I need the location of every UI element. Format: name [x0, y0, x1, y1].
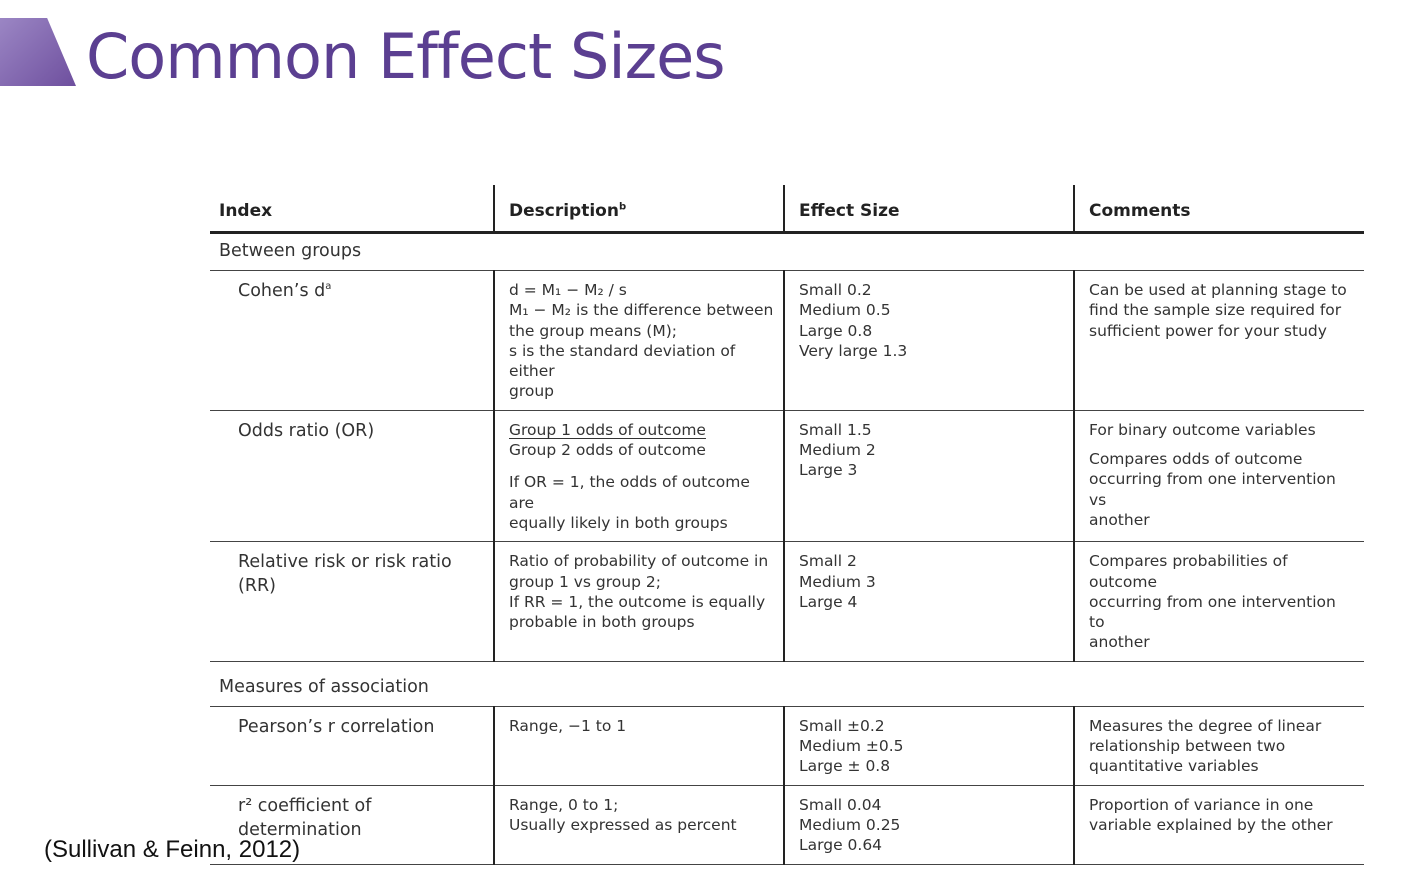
table-row-r-squared: r² coefficient of determination Range, 0… — [210, 785, 1364, 865]
comment-line: Can be used at planning stage to — [1089, 281, 1347, 299]
header-description-footnote: b — [618, 201, 627, 213]
comment-line: find the sample size required for — [1089, 301, 1342, 320]
section-label: Between groups — [210, 232, 1364, 271]
comment-line: Compares odds of outcome — [1089, 450, 1303, 469]
description-line: Range, −1 to 1 — [509, 716, 627, 735]
comment-line: another — [1089, 633, 1150, 652]
index-cell: Odds ratio (OR) — [210, 410, 494, 543]
description-line: probable in both groups — [509, 613, 695, 632]
effect-size-line: Large 0.64 — [799, 836, 883, 855]
description-cell: Group 1 odds of outcome Group 2 odds of … — [493, 410, 784, 543]
header-description-label: Description — [509, 201, 619, 221]
section-row-between-groups: Between groups — [210, 232, 1364, 271]
table-row-cohens-d: Cohen’s da d = M₁ − M₂ / s M₁ − M₂ is th… — [210, 270, 1364, 411]
index-label: determination — [238, 819, 362, 840]
fraction-denominator: Group 2 odds of outcome — [509, 441, 706, 460]
spacer — [509, 460, 775, 472]
index-cell: Cohen’s da — [210, 270, 494, 411]
effect-size-line: Large 4 — [799, 592, 858, 611]
description-cell: Ratio of probability of outcome in group… — [493, 541, 784, 662]
index-cell: r² coefficient of determination — [210, 785, 494, 865]
description-line: d = M₁ − M₂ / s — [509, 281, 627, 299]
comments-cell: Measures the degree of linear relationsh… — [1073, 706, 1364, 786]
effect-size-cell: Small 0.2 Medium 0.5 Large 0.8 Very larg… — [783, 270, 1074, 411]
description-line: the group means (M); — [509, 321, 677, 340]
citation: (Sullivan & Feinn, 2012) — [44, 836, 301, 863]
comments-cell: Compares probabilities of outcome occurr… — [1073, 541, 1364, 662]
effect-size-cell: Small 2 Medium 3 Large 4 — [783, 541, 1074, 662]
effect-size-line: Medium 2 — [799, 441, 876, 460]
comment-line: variable explained by the other — [1089, 815, 1333, 834]
comment-line: quantitative variables — [1089, 757, 1259, 776]
description-line: group 1 vs group 2; — [509, 572, 661, 591]
effect-size-line: Small 0.2 — [799, 281, 872, 299]
table-row-odds-ratio: Odds ratio (OR) Group 1 odds of outcome … — [210, 410, 1364, 543]
slide-title: Common Effect Sizes — [86, 20, 726, 93]
comment-line: occurring from one intervention to — [1089, 592, 1336, 632]
comment-line: Measures the degree of linear — [1089, 716, 1322, 735]
comment-line: Proportion of variance in one — [1089, 795, 1314, 814]
comment-line: occurring from one intervention vs — [1089, 470, 1336, 509]
comments-cell: For binary outcome variables Compares od… — [1073, 410, 1364, 543]
header-description: Descriptionb — [493, 185, 784, 234]
description-line: If OR = 1, the odds of outcome are — [509, 473, 750, 512]
effect-size-line: Large ± 0.8 — [799, 757, 891, 776]
fraction-numerator: Group 1 odds of outcome — [509, 420, 775, 440]
effect-size-line: Small 1.5 — [799, 420, 872, 439]
description-line: s is the standard deviation of either — [509, 341, 736, 381]
index-label: Cohen’s d — [238, 281, 326, 301]
effect-sizes-table-container: Index Descriptionb Effect Size Comments … — [210, 185, 1364, 865]
index-label: Odds ratio (OR) — [238, 420, 375, 441]
description-line: Usually expressed as percent — [509, 815, 737, 834]
effect-size-line: Very large 1.3 — [799, 341, 908, 360]
effect-size-line: Medium ±0.5 — [799, 737, 904, 756]
fraction-numerator-text: Group 1 odds of outcome — [509, 420, 706, 439]
effect-size-line: Medium 3 — [799, 572, 876, 591]
description-line: Range, 0 to 1; — [509, 795, 619, 814]
effect-size-line: Large 0.8 — [799, 321, 873, 340]
comments-cell: Proportion of variance in one variable e… — [1073, 785, 1364, 865]
effect-size-cell: Small ±0.2 Medium ±0.5 Large ± 0.8 — [783, 706, 1074, 786]
effect-size-line: Large 3 — [799, 461, 858, 480]
effect-size-line: Small 0.04 — [799, 795, 882, 814]
effect-size-line: Small 2 — [799, 552, 857, 571]
comment-line: Compares probabilities of outcome — [1089, 552, 1288, 591]
effect-size-cell: Small 1.5 Medium 2 Large 3 — [783, 410, 1074, 543]
index-footnote: a — [325, 281, 332, 293]
effect-sizes-table: Index Descriptionb Effect Size Comments … — [210, 185, 1364, 865]
effect-size-line: Medium 0.5 — [799, 301, 891, 320]
description-line: group — [509, 382, 555, 401]
comment-line: sufficient power for your study — [1089, 321, 1327, 340]
index-label: Relative risk or risk ratio (RR) — [238, 552, 452, 597]
description-line: equally likely in both groups — [509, 513, 728, 532]
effect-size-line: Medium 0.25 — [799, 815, 901, 834]
header-effect-size: Effect Size — [783, 185, 1074, 234]
comment-line: relationship between two — [1089, 737, 1286, 756]
description-line: If RR = 1, the outcome is equally — [509, 592, 766, 611]
index-cell: Relative risk or risk ratio (RR) — [210, 541, 494, 662]
section-row-measures-of-association: Measures of association — [210, 661, 1364, 707]
index-label: Pearson’s r correlation — [238, 716, 435, 737]
comment-line: For binary outcome variables — [1089, 420, 1316, 439]
table-header-row: Index Descriptionb Effect Size Comments — [210, 185, 1364, 234]
index-cell: Pearson’s r correlation — [210, 706, 494, 786]
description-line: Ratio of probability of outcome in — [509, 552, 769, 571]
description-cell: Range, −1 to 1 — [493, 706, 784, 786]
comment-line: another — [1089, 510, 1150, 529]
index-label: r² coefficient of — [238, 795, 372, 816]
description-cell: Range, 0 to 1; Usually expressed as perc… — [493, 785, 784, 865]
table-row-relative-risk: Relative risk or risk ratio (RR) Ratio o… — [210, 541, 1364, 662]
table-row-pearsons-r: Pearson’s r correlation Range, −1 to 1 S… — [210, 706, 1364, 786]
header-comments: Comments — [1073, 185, 1364, 234]
effect-size-line: Small ±0.2 — [799, 716, 885, 735]
section-label: Measures of association — [210, 661, 1364, 707]
description-cell: d = M₁ − M₂ / s M₁ − M₂ is the differenc… — [493, 270, 784, 411]
effect-size-cell: Small 0.04 Medium 0.25 Large 0.64 — [783, 785, 1074, 865]
description-line: M₁ − M₂ is the difference between — [509, 301, 774, 320]
title-accent-shape — [0, 18, 76, 86]
spacer — [1089, 440, 1356, 449]
header-index: Index — [210, 185, 494, 234]
comments-cell: Can be used at planning stage to find th… — [1073, 270, 1364, 411]
